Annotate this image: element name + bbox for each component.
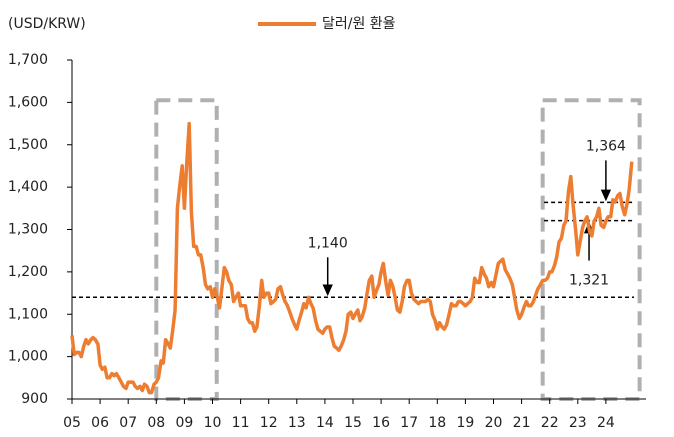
x-tick-label: 07 [119,415,137,431]
arrow-head [600,189,612,202]
arrow-head [322,284,333,297]
x-tick-label: 23 [569,415,587,431]
legend-label: 달러/원 환율 [322,16,396,32]
x-tick-label: 16 [372,415,390,431]
x-tick-label: 17 [400,415,418,431]
y-tick-label: 1,200 [8,264,48,280]
x-tick-label: 18 [428,415,446,431]
reference-label: 1,321 [569,273,609,289]
x-tick-label: 20 [485,415,503,431]
y-tick-label: 1,500 [8,137,48,153]
x-tick-label: 14 [316,415,334,431]
x-tick-label: 08 [147,415,165,431]
x-tick-label: 10 [204,415,222,431]
x-tick-label: 19 [456,415,474,431]
highlight-box [154,98,219,401]
y-tick-label: 1,600 [8,94,48,110]
y-tick-label: 1,300 [8,222,48,238]
y-tick-label: 1,700 [8,52,48,68]
x-tick-label: 21 [513,415,531,431]
x-tick-label: 05 [63,415,81,431]
x-tick-label: 13 [288,415,306,431]
reference-label: 1,140 [308,235,348,251]
y-tick-label: 1,000 [8,349,48,365]
x-tick-label: 12 [260,415,278,431]
y-tick-label: 900 [21,391,48,407]
y-axis-label: (USD/KRW) [8,16,86,32]
x-tick-label: 09 [175,415,193,431]
reference-label: 1,364 [586,138,626,154]
x-tick-label: 11 [232,415,250,431]
data-line [70,121,634,395]
y-tick-label: 1,100 [8,306,48,322]
y-tick-label: 1,400 [8,179,48,195]
x-tick-label: 15 [344,415,362,431]
x-tick-label: 06 [91,415,109,431]
arrows [322,160,612,297]
x-tick-label: 24 [597,415,615,431]
x-tick-label: 22 [541,415,559,431]
